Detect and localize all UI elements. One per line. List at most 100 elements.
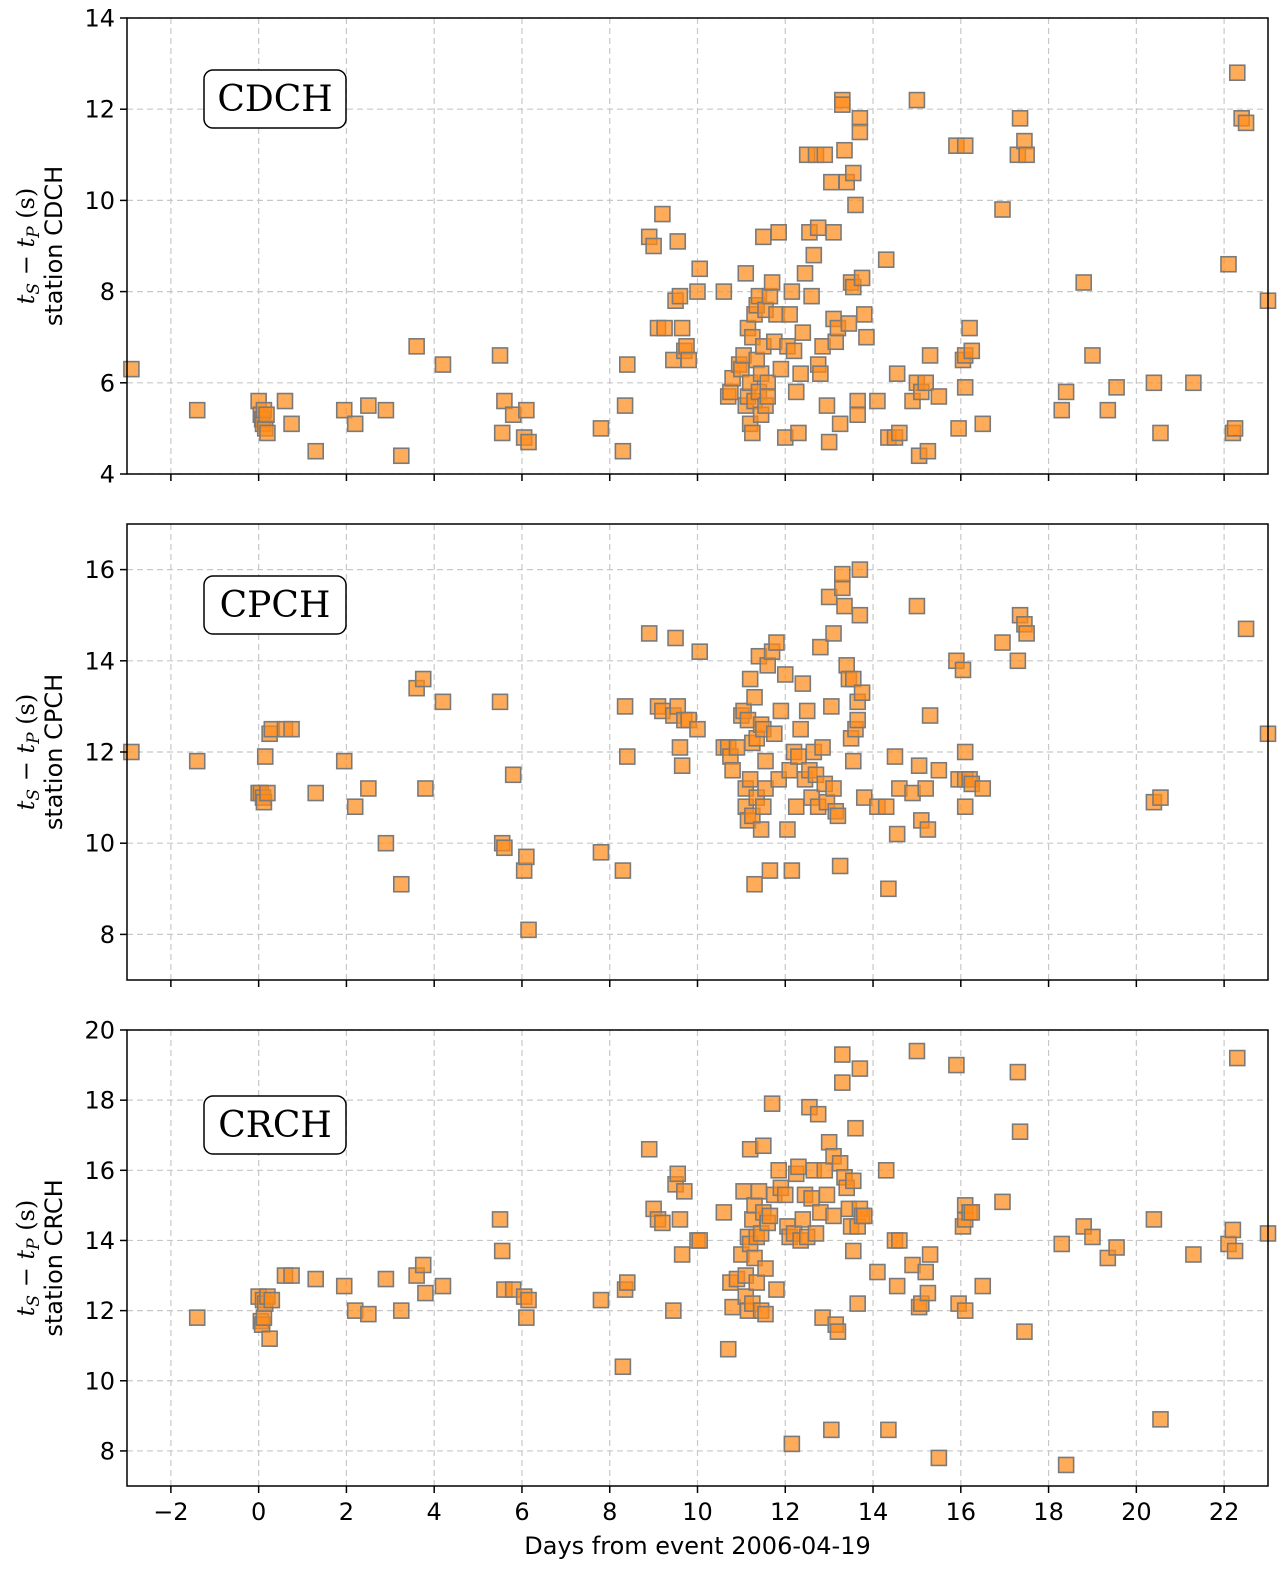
data-point [776, 1186, 794, 1204]
y-tick-label: 20 [84, 1017, 115, 1045]
data-point [792, 365, 809, 382]
data-point [335, 752, 353, 770]
y-tick-label: 14 [84, 647, 115, 675]
data-point [844, 164, 862, 182]
data-point [818, 1186, 836, 1204]
data-point [803, 287, 820, 305]
x-tick-label: 20 [1121, 1498, 1152, 1526]
data-point [761, 287, 779, 305]
y-tick-label: 10 [84, 1367, 115, 1395]
panel-cpch: 8 10 12 14 16 CPCH tS − tP (s) station CPCH [12, 523, 1277, 987]
data-point [823, 698, 840, 715]
data-point [689, 720, 706, 738]
data-point [869, 392, 886, 410]
data-point [614, 862, 632, 879]
data-point [761, 1207, 779, 1225]
data-point [919, 1284, 937, 1302]
y-axis-label: tS − tP (s) [12, 1200, 44, 1316]
data-point [392, 1302, 410, 1319]
data-point [880, 880, 897, 898]
data-point [656, 319, 673, 337]
data-point [671, 1211, 689, 1228]
data-point [908, 597, 926, 615]
data-point [715, 283, 733, 300]
data-point [518, 1309, 535, 1326]
data-point [930, 1449, 948, 1467]
data-point [851, 561, 869, 578]
data-point [496, 839, 513, 857]
data-point [794, 1211, 812, 1228]
data-point [798, 702, 816, 720]
data-point [877, 251, 895, 268]
data-point [779, 821, 796, 838]
data-point [671, 739, 689, 756]
data-point [259, 424, 276, 442]
data-point [1237, 114, 1255, 132]
data-point [673, 319, 691, 337]
x-tick-label: 2 [339, 1498, 354, 1526]
data-point [691, 260, 708, 278]
y-tick-label: 14 [84, 1227, 115, 1255]
data-point [417, 780, 434, 797]
data-point [961, 319, 978, 337]
data-point [834, 1046, 851, 1063]
data-point [820, 588, 838, 606]
data-point [765, 725, 783, 743]
data-point [877, 1162, 895, 1179]
data-point [1152, 789, 1169, 806]
data-point [831, 415, 849, 433]
data-point [910, 757, 928, 774]
data-point [1009, 1063, 1027, 1081]
data-point [1228, 64, 1246, 82]
x-tick-label: 8 [602, 1498, 617, 1526]
x-tick-label: 4 [427, 1498, 442, 1526]
data-point [790, 748, 807, 765]
data-point [1108, 1239, 1125, 1256]
data-point [954, 661, 972, 679]
data-point [1018, 146, 1035, 164]
data-point [654, 1214, 671, 1232]
data-point [592, 1291, 610, 1309]
y-axis-label: tS − tP (s) [12, 694, 44, 810]
data-point [673, 757, 691, 774]
data-point [667, 629, 684, 647]
data-point [1228, 1049, 1246, 1067]
data-point [869, 1263, 886, 1281]
data-point [768, 634, 785, 651]
data-point [1185, 374, 1202, 392]
data-point [834, 579, 851, 597]
data-point [823, 1421, 840, 1439]
data-point [956, 379, 974, 396]
data-point [816, 146, 834, 164]
data-point [948, 1056, 965, 1074]
data-point [805, 246, 823, 264]
data-point [307, 1270, 325, 1288]
data-point [746, 875, 763, 893]
data-point [994, 201, 1011, 218]
data-point [728, 739, 746, 756]
data-point [434, 693, 452, 711]
data-point [950, 420, 967, 437]
data-point [518, 848, 535, 866]
data-point [496, 392, 513, 410]
data-point [520, 433, 537, 451]
y-tick-label: 8 [100, 1437, 115, 1465]
data-point [263, 1291, 281, 1309]
data-point [1220, 255, 1237, 273]
data-point [785, 342, 803, 360]
data-point [770, 224, 787, 241]
x-tick-label: 14 [858, 1498, 889, 1526]
data-point [787, 383, 805, 401]
data-point [919, 821, 937, 838]
data-point [974, 1277, 992, 1295]
data-point [772, 702, 790, 720]
data-point [1016, 132, 1033, 150]
data-point [741, 670, 759, 688]
data-point [434, 1277, 452, 1295]
data-point [803, 1190, 820, 1207]
data-point [307, 442, 325, 460]
data-point [434, 356, 452, 373]
data-point [759, 388, 777, 405]
data-point [853, 684, 871, 702]
